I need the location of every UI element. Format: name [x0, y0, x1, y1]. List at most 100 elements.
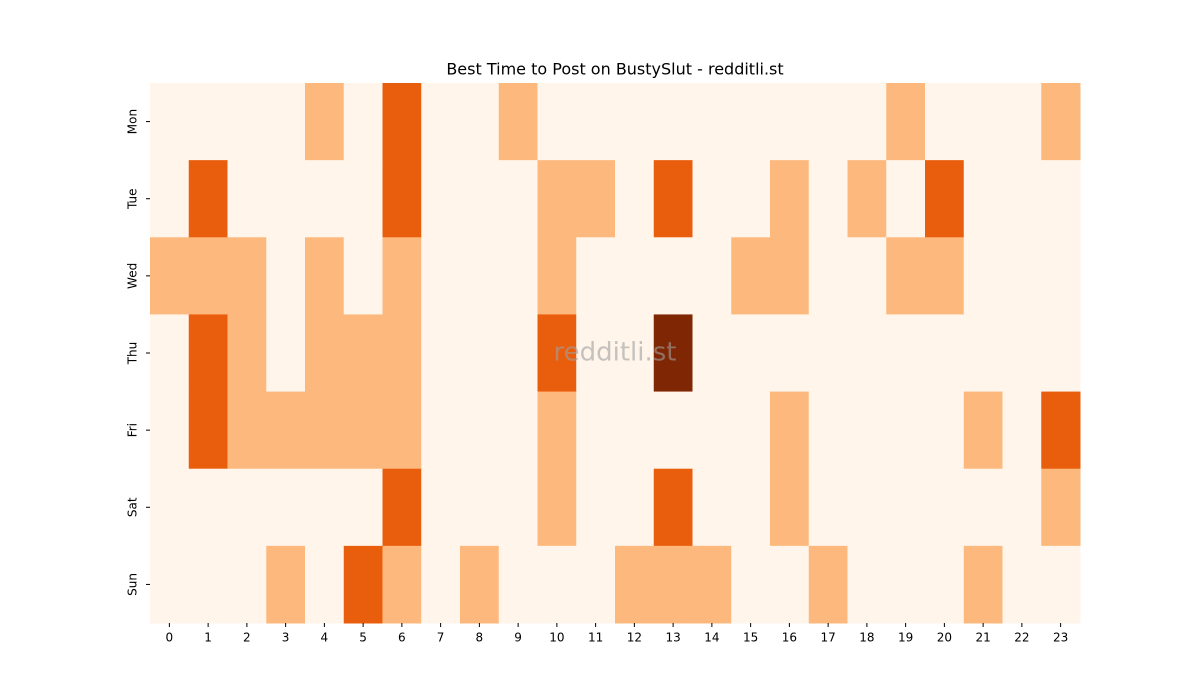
x-tick-label: 5	[359, 631, 367, 645]
cell	[925, 83, 965, 161]
cell	[770, 314, 810, 393]
cell	[692, 314, 732, 393]
x-tick-label: 17	[820, 631, 835, 645]
cell	[653, 468, 693, 547]
cell	[498, 160, 538, 238]
cell	[1002, 160, 1042, 238]
x-tick-label: 8	[476, 631, 484, 645]
cell	[770, 545, 810, 624]
cell	[382, 160, 422, 238]
cell	[1002, 391, 1042, 470]
cell	[188, 468, 228, 547]
cell	[808, 314, 848, 393]
cell	[460, 391, 500, 470]
cell	[886, 314, 926, 393]
cell	[1041, 160, 1081, 238]
x-tick-label: 3	[282, 631, 290, 645]
cell	[925, 468, 965, 547]
cell	[653, 237, 693, 315]
cell	[227, 83, 267, 161]
cell	[963, 468, 1003, 547]
cell	[731, 545, 771, 624]
cell	[653, 83, 693, 161]
cell	[460, 160, 500, 238]
cell	[150, 391, 190, 470]
cell	[498, 391, 538, 470]
x-tick-label: 14	[704, 631, 719, 645]
cell	[847, 83, 887, 161]
cell	[576, 391, 616, 470]
cell	[963, 391, 1003, 470]
cell	[227, 237, 267, 315]
x-tick-label: 4	[321, 631, 329, 645]
cell	[1002, 468, 1042, 547]
x-tick-label: 7	[437, 631, 445, 645]
y-tick-label: Fri	[126, 423, 140, 437]
cell	[615, 314, 655, 393]
x-tick-label: 2	[243, 631, 251, 645]
cell	[305, 160, 345, 238]
cell	[498, 237, 538, 315]
cell	[227, 545, 267, 624]
x-tick-label: 10	[549, 631, 564, 645]
cell	[886, 391, 926, 470]
cell	[847, 468, 887, 547]
cell	[421, 391, 461, 470]
y-tick-label: Sat	[126, 497, 140, 517]
cell	[305, 314, 345, 393]
cell	[808, 160, 848, 238]
cell	[150, 237, 190, 315]
cell	[537, 83, 577, 161]
cell	[576, 160, 616, 238]
cell	[731, 160, 771, 238]
cell	[731, 391, 771, 470]
cell	[343, 160, 383, 238]
cell	[188, 160, 228, 238]
cell	[343, 468, 383, 547]
cell	[266, 83, 306, 161]
x-tick-label: 12	[627, 631, 642, 645]
y-tick-label: Mon	[126, 109, 140, 134]
cell	[421, 468, 461, 547]
cell	[1041, 83, 1081, 161]
cell	[537, 391, 577, 470]
cell	[537, 237, 577, 315]
cell	[382, 237, 422, 315]
cell	[460, 545, 500, 624]
cell	[847, 545, 887, 624]
x-tick-label: 1	[204, 631, 212, 645]
cell	[1002, 314, 1042, 393]
cell	[692, 160, 732, 238]
cell	[421, 83, 461, 161]
cell	[1041, 468, 1081, 547]
cell	[1002, 237, 1042, 315]
x-tick-label: 11	[588, 631, 603, 645]
cell	[537, 160, 577, 238]
cell	[150, 468, 190, 547]
cell	[227, 391, 267, 470]
cell	[1002, 83, 1042, 161]
cell	[382, 545, 422, 624]
x-tick-label: 22	[1014, 631, 1029, 645]
cell	[188, 237, 228, 315]
cell	[266, 237, 306, 315]
cell	[305, 391, 345, 470]
x-tick-label: 18	[859, 631, 874, 645]
x-tick-label: 23	[1053, 631, 1068, 645]
cell	[305, 83, 345, 161]
x-tick-label: 16	[782, 631, 797, 645]
cell	[460, 83, 500, 161]
cell	[576, 237, 616, 315]
cell	[653, 314, 693, 393]
cell	[925, 545, 965, 624]
cell	[537, 468, 577, 547]
cell	[1041, 314, 1081, 393]
cell	[963, 83, 1003, 161]
cell	[963, 160, 1003, 238]
cell	[886, 468, 926, 547]
x-tick-label: 20	[937, 631, 952, 645]
y-tick-label: Thu	[126, 342, 140, 366]
cell	[382, 314, 422, 393]
cell	[615, 83, 655, 161]
cell	[150, 83, 190, 161]
